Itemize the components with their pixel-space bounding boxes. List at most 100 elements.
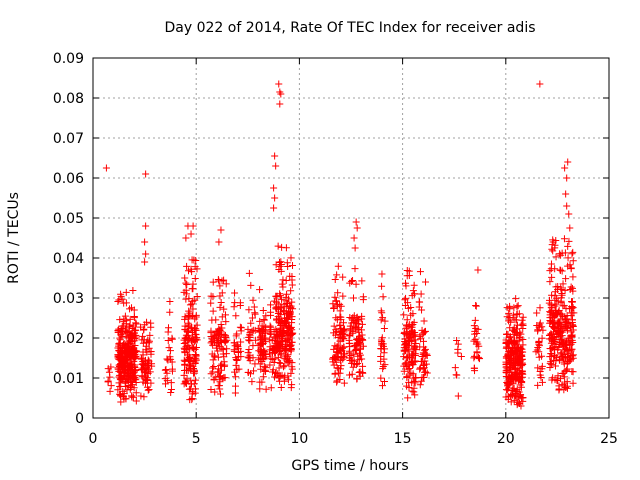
data-point: [137, 365, 145, 373]
data-point: [144, 386, 152, 394]
data-point: [417, 335, 425, 343]
data-point: [559, 343, 567, 351]
data-point: [237, 338, 245, 346]
y-tick-label: 0.09: [53, 51, 84, 67]
data-point: [262, 364, 270, 372]
data-point: [277, 321, 285, 329]
data-point: [233, 330, 241, 338]
data-point: [561, 164, 569, 172]
data-point: [348, 319, 356, 327]
data-point: [331, 342, 339, 350]
data-point: [222, 318, 230, 326]
data-point: [273, 346, 281, 354]
data-point: [277, 383, 285, 391]
data-point: [379, 314, 387, 322]
data-point: [566, 356, 574, 364]
data-point: [145, 357, 153, 365]
data-point: [123, 386, 131, 394]
data-point: [378, 382, 386, 390]
data-point: [549, 374, 557, 382]
data-point: [331, 370, 339, 378]
data-point: [164, 337, 172, 345]
data-point: [536, 368, 544, 376]
data-point: [471, 335, 479, 343]
data-point: [405, 378, 413, 386]
data-point: [236, 299, 244, 307]
data-point: [405, 365, 413, 373]
y-tick-label: 0.04: [53, 251, 84, 267]
data-point: [168, 367, 176, 375]
data-point: [402, 340, 410, 348]
data-point: [400, 346, 408, 354]
data-point: [509, 361, 517, 369]
chart-title: Day 022 of 2014, Rate Of TEC Index for r…: [164, 20, 535, 36]
data-point: [131, 374, 139, 382]
data-point: [255, 356, 263, 364]
data-point: [405, 272, 413, 280]
data-point: [503, 330, 511, 338]
data-point: [277, 351, 285, 359]
data-point: [121, 340, 129, 348]
data-point: [181, 322, 189, 330]
data-point: [188, 285, 196, 293]
data-point: [553, 376, 561, 384]
data-point: [569, 248, 577, 256]
data-point: [131, 364, 139, 372]
data-point: [333, 377, 341, 385]
data-point: [119, 387, 127, 395]
data-point: [568, 331, 576, 339]
data-point: [280, 301, 288, 309]
data-point: [139, 378, 147, 386]
data-point: [345, 347, 353, 355]
data-point: [138, 354, 146, 362]
data-point: [244, 368, 252, 376]
data-point: [378, 270, 386, 278]
data-point: [276, 100, 284, 108]
data-point: [332, 314, 340, 322]
data-point: [190, 380, 198, 388]
data-point: [282, 356, 290, 364]
data-point: [235, 365, 243, 373]
data-point: [349, 277, 357, 285]
data-point: [166, 347, 174, 355]
data-point: [416, 365, 424, 373]
data-point: [287, 287, 295, 295]
data-point: [209, 356, 217, 364]
data-point: [143, 376, 151, 384]
data-point: [533, 346, 541, 354]
data-point: [117, 382, 125, 390]
data-point: [115, 367, 123, 375]
data-point: [502, 336, 510, 344]
data-point: [276, 262, 284, 270]
data-point: [512, 392, 520, 400]
data-point: [284, 324, 292, 332]
data-point: [114, 326, 122, 334]
data-point: [118, 333, 126, 341]
data-point: [246, 332, 254, 340]
x-tick-label: 10: [290, 431, 308, 447]
data-point: [163, 355, 171, 363]
data-point: [117, 392, 125, 400]
data-point: [474, 353, 482, 361]
data-point: [338, 344, 346, 352]
data-point: [130, 384, 138, 392]
data-point: [275, 80, 283, 88]
data-point: [139, 332, 147, 340]
data-point: [132, 397, 140, 405]
data-point: [184, 341, 192, 349]
data-point: [142, 222, 150, 230]
data-point: [559, 302, 567, 310]
data-point: [551, 292, 559, 300]
data-point: [276, 292, 284, 300]
data-point: [181, 274, 189, 282]
data-point: [355, 369, 363, 377]
data-point: [346, 339, 354, 347]
data-point: [407, 369, 415, 377]
data-point: [569, 379, 577, 387]
data-point: [513, 329, 521, 337]
data-point: [143, 383, 151, 391]
data-point: [287, 331, 295, 339]
data-point: [568, 368, 576, 376]
data-point: [503, 369, 511, 377]
data-point: [279, 276, 287, 284]
